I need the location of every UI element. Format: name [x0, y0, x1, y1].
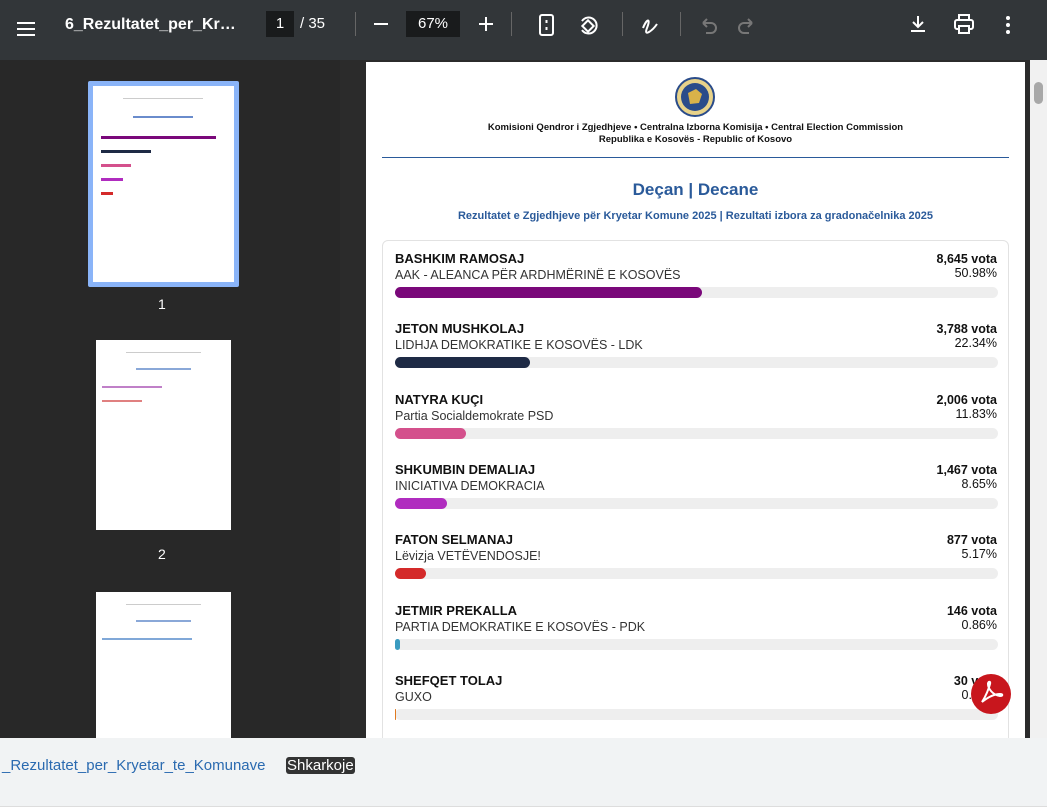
- candidate-percent: 5.17%: [961, 547, 997, 562]
- candidate-party: PARTIA DEMOKRATIKE E KOSOVËS - PDK: [395, 619, 646, 634]
- results-card: BASHKIM RAMOSAJ AAK - ALEANCA PËR ARDHMËR…: [382, 240, 1009, 738]
- separator: [622, 12, 623, 36]
- separator: [511, 12, 512, 36]
- bar-track: [395, 638, 998, 650]
- candidate-party: Partia Socialdemokrate PSD: [395, 408, 554, 423]
- candidate-votes: 2,006 vota: [936, 392, 997, 407]
- separator: [680, 12, 681, 36]
- download[interactable]: [907, 13, 929, 35]
- candidate-percent: 8.65%: [961, 476, 997, 491]
- annotate[interactable]: [640, 14, 662, 36]
- thumbnail-sidebar: 1 2: [0, 60, 340, 738]
- candidate-percent: 22.34%: [954, 336, 997, 351]
- candidate-party: AAK - ALEANCA PËR ARDHMËRINË E KOSOVËS: [395, 268, 681, 282]
- candidate-percent: 0.86%: [961, 617, 997, 632]
- candidate-name: NATYRA KUÇI: [395, 391, 484, 407]
- bar-track: [395, 708, 998, 720]
- file-link[interactable]: _Rezultatet_per_Kryetar_te_Komunave: [2, 757, 266, 774]
- candidate-name: SHEFQET TOLAJ: [395, 672, 503, 688]
- document-title: Deçan | Decane: [632, 180, 759, 199]
- acrobat-button[interactable]: [970, 673, 1012, 715]
- header-line: Komisioni Qendror i Zgjedhjeve • Central…: [487, 122, 904, 133]
- pdf-page: Komisioni Qendror i Zgjedhjeve • Central…: [366, 62, 1025, 738]
- thumbnail-page: [93, 86, 234, 282]
- candidate-party: Lëvizja VETËVENDOSJE!: [395, 549, 541, 564]
- thumbnail-page[interactable]: [96, 340, 231, 530]
- header-rule: [382, 157, 1009, 158]
- thumbnail-label: 1: [158, 296, 166, 312]
- thumbnail-label: 2: [158, 546, 166, 562]
- candidate-name: SHKUMBIN DEMALIAJ: [395, 461, 536, 477]
- rotate[interactable]: [576, 13, 600, 37]
- menu-button[interactable]: [15, 18, 37, 40]
- bar-track: [395, 357, 998, 369]
- page-input[interactable]: 1: [266, 11, 294, 37]
- zoom-in[interactable]: [477, 15, 495, 33]
- thumbnail-selected[interactable]: [88, 81, 239, 287]
- zoom-input[interactable]: 67%: [406, 11, 460, 37]
- header-line: Republika e Kosovës - Republic of Kosovo: [598, 134, 793, 145]
- candidate-votes: 1,467 vota: [936, 462, 997, 477]
- zoom-out[interactable]: [372, 17, 390, 31]
- candidate-percent: 50.98%: [954, 266, 997, 280]
- logo: [675, 77, 715, 117]
- redo[interactable]: [737, 15, 757, 35]
- candidate-name: JETMIR PREKALLA: [395, 602, 518, 618]
- candidate-name: JETON MUSHKOLAJ: [395, 321, 525, 337]
- candidate-votes: 8,645 vota: [936, 252, 997, 266]
- candidate-votes: 877 vota: [946, 533, 997, 548]
- file-name: 6_Rezultatet_per_Kr…: [65, 16, 236, 33]
- print[interactable]: [952, 13, 976, 35]
- bar: [395, 357, 530, 369]
- more-menu[interactable]: [1000, 14, 1016, 36]
- scrollbar[interactable]: [1030, 60, 1047, 738]
- undo[interactable]: [698, 15, 718, 35]
- bar-track: [395, 497, 998, 509]
- separator: [355, 12, 356, 36]
- bar: [395, 568, 427, 580]
- candidate-party: LIDHJA DEMOKRATIKE E KOSOVËS - LDK: [395, 338, 643, 353]
- candidate-party: GUXO: [395, 689, 432, 704]
- candidate-party: INICIATIVA DEMOKRACIA: [395, 478, 545, 493]
- download-button[interactable]: Shkarkoje: [286, 757, 355, 774]
- candidate-name: FATON SELMANAJ: [395, 532, 513, 548]
- footer-bar: _Rezultatet_per_Kryetar_te_Komunave Shka…: [0, 738, 1047, 807]
- candidate-percent: 11.83%: [955, 406, 997, 421]
- candidate-name: BASHKIM RAMOSAJ: [395, 251, 525, 266]
- bar: [395, 638, 401, 650]
- bar-track: [395, 568, 998, 580]
- bar: [395, 427, 467, 439]
- page-count: / 35: [300, 15, 326, 32]
- toolbar: 6_Rezultatet_per_Kr… 1 / 35 67%: [0, 0, 1047, 60]
- candidate-votes: 3,788 vota: [936, 322, 997, 337]
- fit-page[interactable]: [537, 13, 557, 37]
- document-area: Komisioni Qendror i Zgjedhjeve • Central…: [340, 60, 1047, 738]
- bar: [395, 708, 397, 720]
- bar: [395, 497, 448, 509]
- bar: [395, 287, 703, 298]
- document-subtitle: Rezultatet e Zgjedhjeve për Kryetar Komu…: [457, 210, 933, 222]
- candidate-votes: 146 vota: [946, 603, 997, 618]
- thumbnail-page[interactable]: [96, 592, 231, 738]
- bar-track: [395, 427, 998, 439]
